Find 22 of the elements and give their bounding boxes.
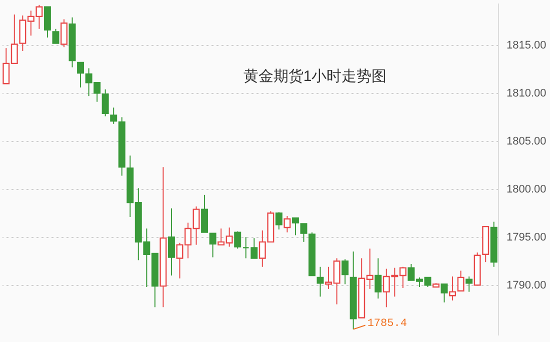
candlestick: [342, 258, 349, 285]
y-tick-label: 1800.00: [506, 184, 546, 196]
candlestick: [44, 6, 51, 38]
candlestick: [440, 284, 448, 303]
candlestick: [168, 208, 175, 276]
candlestick: [234, 230, 242, 250]
y-tick-label: 1810.00: [506, 88, 546, 100]
candlestick: [284, 216, 291, 233]
y-tick-label: 1790.00: [506, 280, 546, 292]
y-tick-label: 1815.00: [506, 40, 546, 52]
candlestick: [374, 258, 382, 300]
text: 黄金期货1小时走势图: [243, 68, 387, 85]
candlestick: [60, 18, 68, 48]
candlestick: [275, 212, 282, 230]
annotation: 1785.4: [367, 318, 408, 330]
y-tick-label: 1795.00: [506, 232, 546, 244]
y-tick-label: 1805.00: [506, 136, 546, 148]
candlestick: [110, 107, 118, 124]
candlestick: [52, 28, 60, 44]
candlestick: [316, 266, 324, 298]
candlestick: [466, 276, 473, 292]
candlestick: [77, 62, 84, 88]
